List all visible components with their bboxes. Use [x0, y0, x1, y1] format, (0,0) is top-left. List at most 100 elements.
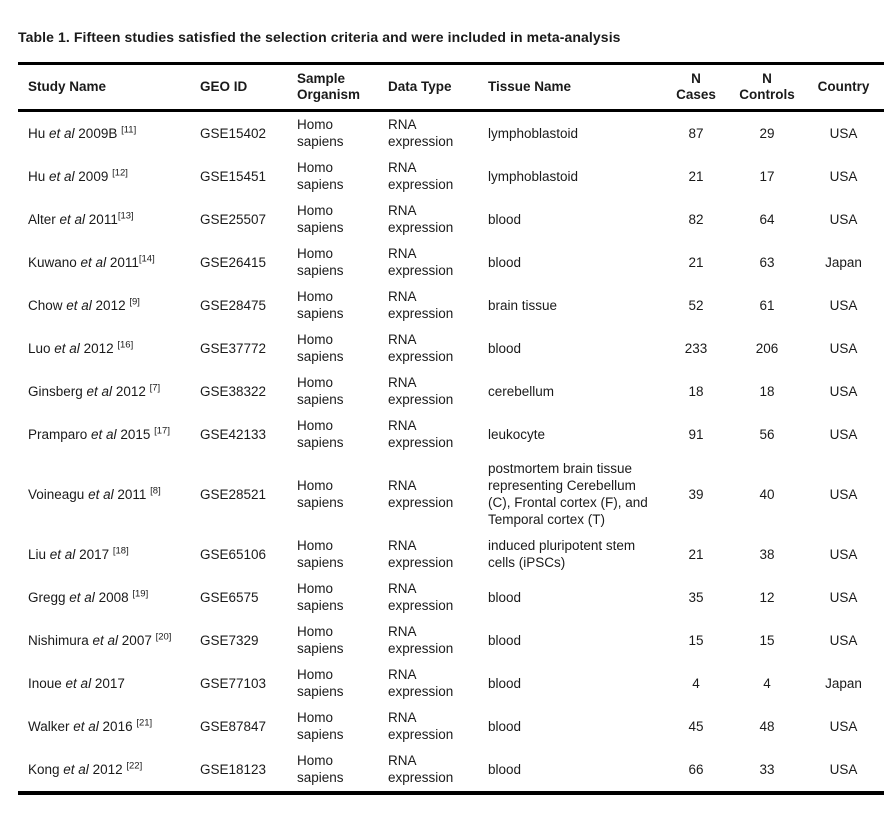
study-citation-ref: [20] — [155, 631, 172, 642]
tissue-name-cell: blood — [488, 211, 522, 227]
study-author: Nishimura — [28, 632, 93, 648]
tissue-name-cell: cerebellum — [488, 383, 555, 399]
sample-organism-cell: Homo sapiens — [297, 710, 344, 742]
n-controls-cell: 40 — [759, 486, 775, 502]
n-cases-cell: 52 — [688, 297, 704, 313]
geo-id-cell: GSE18123 — [200, 761, 267, 777]
table-header: Study Name GEO ID Sample Organism Data Type T… — [18, 64, 884, 111]
n-cases-cell: 21 — [688, 254, 704, 270]
country-cell: USA — [829, 546, 858, 562]
study-author: Kong — [28, 761, 64, 777]
table-row: Chow et al 2012 [9] GSE28475 Homo sapien… — [18, 284, 884, 327]
study-name-cell: Walker et al 2016 [21] — [18, 705, 190, 748]
study-etal: et al — [54, 340, 80, 356]
column-header-study: Study Name — [18, 64, 190, 111]
study-author: Gregg — [28, 589, 70, 605]
study-year: 2009B — [74, 125, 122, 141]
geo-id-cell: GSE15402 — [200, 125, 267, 141]
header-line: N — [762, 71, 772, 86]
study-author: Liu — [28, 546, 50, 562]
n-cases-cell: 91 — [688, 426, 704, 442]
country-cell: USA — [829, 632, 858, 648]
sample-organism-cell: Homo sapiens — [297, 117, 344, 149]
header-line: Country — [817, 79, 870, 94]
tissue-name-cell: brain tissue — [488, 297, 558, 313]
header-line: Cases — [676, 87, 716, 102]
study-author: Kuwano — [28, 254, 81, 270]
study-citation-ref: [11] — [121, 124, 137, 135]
geo-id-cell: GSE6575 — [200, 589, 259, 605]
sample-organism-cell: Homo sapiens — [297, 667, 344, 699]
table-row: Hu et al 2009B [11] GSE15402 Homo sapien… — [18, 111, 884, 156]
header-row: Study Name GEO ID Sample Organism Data Type T… — [18, 64, 884, 111]
data-type-cell: RNA expression — [388, 375, 454, 407]
n-controls-cell: 61 — [759, 297, 775, 313]
table-row: Liu et al 2017 [18] GSE65106 Homo sapien… — [18, 533, 884, 576]
n-cases-cell: 82 — [688, 211, 704, 227]
study-year: 2016 — [98, 718, 137, 734]
study-citation-ref: [19] — [132, 588, 149, 599]
sample-organism-cell: Homo sapiens — [297, 160, 344, 192]
n-cases-cell: 66 — [688, 761, 704, 777]
data-type-cell: RNA expression — [388, 478, 454, 510]
country-cell: Japan — [825, 675, 862, 691]
geo-id-cell: GSE7329 — [200, 632, 259, 648]
sample-organism-cell: Homo sapiens — [297, 418, 344, 450]
study-citation-ref: [18] — [112, 545, 129, 556]
study-author: Pramparo — [28, 426, 92, 442]
study-name-cell: Luo et al 2012 [16] — [18, 327, 190, 370]
geo-id-cell: GSE65106 — [200, 546, 267, 562]
data-type-cell: RNA expression — [388, 160, 454, 192]
column-header-organism: Sample Organism — [287, 64, 378, 111]
tissue-name-cell: blood — [488, 675, 522, 691]
study-citation-ref: [9] — [129, 296, 140, 307]
tissue-name-cell: postmortem brain tissue representing Cer… — [488, 461, 648, 527]
n-controls-cell: 29 — [759, 125, 775, 141]
column-header-geo: GEO ID — [190, 64, 287, 111]
study-name-cell: Liu et al 2017 [18] — [18, 533, 190, 576]
table-row: Nishimura et al 2007 [20] GSE7329 Homo s… — [18, 619, 884, 662]
study-citation-ref: [21] — [136, 717, 153, 728]
study-etal: et al — [73, 718, 99, 734]
geo-id-cell: GSE26415 — [200, 254, 267, 270]
study-etal: et al — [63, 761, 89, 777]
data-type-cell: RNA expression — [388, 246, 454, 278]
study-year: 2007 — [118, 632, 156, 648]
geo-id-cell: GSE87847 — [200, 718, 267, 734]
geo-id-cell: GSE37772 — [200, 340, 267, 356]
study-year: 2009 — [74, 168, 113, 184]
study-name-cell: Kuwano et al 2011[14] — [18, 241, 190, 284]
header-line: Organism — [297, 87, 361, 102]
data-type-cell: RNA expression — [388, 203, 454, 235]
tissue-name-cell: blood — [488, 589, 522, 605]
study-etal: et al — [66, 297, 92, 313]
study-year: 2017 — [91, 675, 125, 691]
tissue-name-cell: leukocyte — [488, 426, 546, 442]
table-row: Alter et al 2011[13] GSE25507 Homo sapie… — [18, 198, 884, 241]
sample-organism-cell: Homo sapiens — [297, 753, 344, 785]
header-line: Controls — [739, 87, 795, 102]
study-citation-ref: [16] — [117, 339, 134, 350]
table-row: Luo et al 2012 [16] GSE37772 Homo sapien… — [18, 327, 884, 370]
study-citation-ref: [13] — [117, 210, 134, 221]
study-name-cell: Voineagu et al 2011 [8] — [18, 456, 190, 533]
country-cell: USA — [829, 340, 858, 356]
sample-organism-cell: Homo sapiens — [297, 478, 344, 510]
n-controls-cell: 33 — [759, 761, 775, 777]
n-cases-cell: 21 — [688, 546, 704, 562]
study-name-cell: Inoue et al 2017 — [18, 662, 190, 705]
study-year: 2012 — [88, 761, 127, 777]
tissue-name-cell: blood — [488, 761, 522, 777]
study-author: Chow — [28, 297, 67, 313]
n-controls-cell: 18 — [759, 383, 775, 399]
studies-table: Study Name GEO ID Sample Organism Data Type T… — [18, 62, 884, 795]
study-etal: et al — [65, 675, 92, 691]
n-controls-cell: 206 — [755, 340, 779, 356]
tissue-name-cell: blood — [488, 340, 522, 356]
geo-id-cell: GSE77103 — [200, 675, 267, 691]
study-etal: et al — [91, 426, 117, 442]
study-name-cell: Ginsberg et al 2012 [7] — [18, 370, 190, 413]
data-type-cell: RNA expression — [388, 538, 454, 570]
n-controls-cell: 15 — [759, 632, 775, 648]
study-year: 2011 — [113, 486, 151, 502]
